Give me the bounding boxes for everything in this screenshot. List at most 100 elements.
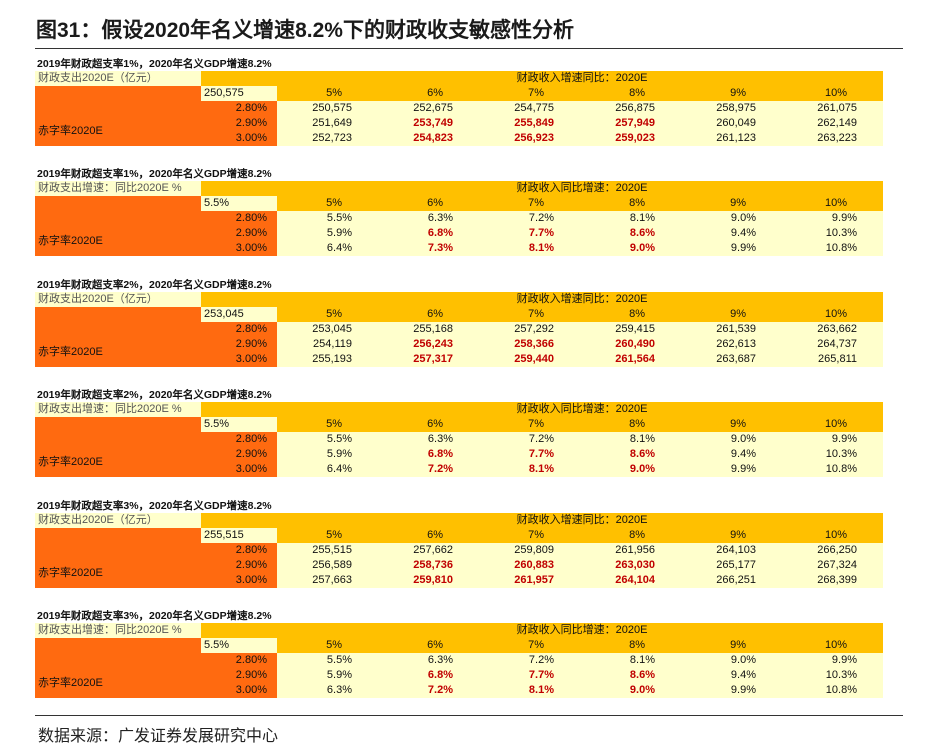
table-caption: 2019年财政超支率3%，2020年名义GDP增速8.2% [37,499,272,512]
value-cell: 8.1% [479,241,580,257]
value-cell: 8.6% [580,226,681,242]
header-span: 财政收入同比增速：2020E [201,181,883,197]
value-cell: 7.7% [479,226,580,242]
value-cell: 250,575 [277,101,378,116]
value-cell: 251,649 [277,116,378,131]
column-header: 5% [277,86,378,101]
value-cell: 261,539 [681,321,782,337]
value-cell: 7.7% [479,668,580,683]
column-header: 9% [681,196,782,212]
value-cell: 254,775 [479,101,580,116]
row-rate: 2.90% [201,116,277,131]
value-cell: 9.0% [580,241,681,257]
value-cell: 9.0% [580,683,681,698]
column-header: 9% [681,417,782,433]
column-header: 7% [479,638,580,653]
value-cell: 259,415 [580,321,681,337]
row-group: 赤字率2020E [35,638,201,698]
value-cell: 7.7% [479,447,580,463]
row-rate: 2.80% [201,542,277,558]
value-cell: 255,168 [378,321,479,337]
value-cell: 259,810 [378,572,479,588]
header-left: 财政支出增速：同比2020E % [35,181,201,197]
value-cell: 261,075 [782,101,883,116]
value-cell: 263,030 [580,557,681,573]
value-cell: 256,923 [479,131,580,146]
value-cell: 9.0% [580,462,681,478]
column-header: 7% [479,196,580,212]
value-cell: 9.4% [681,226,782,242]
value-cell: 257,317 [378,351,479,367]
column-header: 7% [479,86,580,101]
value-cell: 9.9% [782,432,883,448]
value-cell: 8.1% [580,432,681,448]
value-cell: 263,662 [782,321,883,337]
value-cell: 261,564 [580,351,681,367]
value-cell: 5.9% [277,447,378,463]
column-header: 6% [378,417,479,433]
value-cell: 10.3% [782,447,883,463]
row-rate: 2.80% [201,101,277,116]
column-header: 7% [479,417,580,433]
value-cell: 6.4% [277,241,378,257]
value-cell: 266,251 [681,572,782,588]
value-cell: 260,490 [580,336,681,352]
row-group: 赤字率2020E [35,196,201,257]
value-cell: 10.8% [782,241,883,257]
row-rate: 3.00% [201,572,277,588]
value-cell: 9.4% [681,668,782,683]
column-header: 8% [580,417,681,433]
column-header: 10% [782,527,883,543]
source-rule [35,715,903,716]
value-cell: 265,177 [681,557,782,573]
value-cell: 9.9% [782,211,883,227]
corner-value: 250,575 [201,86,277,101]
corner-value: 253,045 [201,306,277,322]
column-header: 10% [782,86,883,101]
header-left: 财政支出2020E（亿元） [35,291,201,307]
column-header: 6% [378,527,479,543]
value-cell: 6.3% [277,683,378,698]
row-rate: 3.00% [201,241,277,257]
corner-value: 5.5% [201,417,277,433]
value-cell: 261,123 [681,131,782,146]
value-cell: 263,687 [681,351,782,367]
value-cell: 8.1% [479,462,580,478]
value-cell: 7.2% [479,432,580,448]
row-rate: 2.80% [201,432,277,448]
value-cell: 265,811 [782,351,883,367]
column-header: 7% [479,306,580,322]
column-header: 9% [681,306,782,322]
row-rate: 2.80% [201,653,277,668]
value-cell: 5.5% [277,653,378,668]
column-header: 5% [277,306,378,322]
value-cell: 5.9% [277,668,378,683]
column-header: 8% [580,527,681,543]
value-cell: 10.3% [782,226,883,242]
value-cell: 264,104 [580,572,681,588]
value-cell: 6.3% [378,211,479,227]
row-rate: 2.80% [201,321,277,337]
value-cell: 7.3% [378,241,479,257]
corner-value: 5.5% [201,196,277,212]
row-group: 赤字率2020E [35,417,201,478]
column-header: 5% [277,527,378,543]
table-caption: 2019年财政超支率1%，2020年名义GDP增速8.2% [37,58,272,70]
column-header: 5% [277,417,378,433]
value-cell: 10.3% [782,668,883,683]
value-cell: 8.1% [580,653,681,668]
value-cell: 7.2% [378,462,479,478]
value-cell: 259,023 [580,131,681,146]
column-header: 5% [277,196,378,212]
value-cell: 9.9% [782,653,883,668]
value-cell: 259,440 [479,351,580,367]
value-cell: 267,324 [782,557,883,573]
value-cell: 256,875 [580,101,681,116]
row-rate: 2.90% [201,336,277,352]
title: 图31：假设2020年名义增速8.2%下的财政收支敏感性分析 [36,19,574,42]
header-span: 财政收入增速同比：2020E [201,291,883,307]
corner-value: 255,515 [201,527,277,543]
column-header: 6% [378,196,479,212]
value-cell: 7.2% [479,211,580,227]
